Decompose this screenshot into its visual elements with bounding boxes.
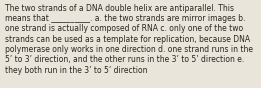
Text: strands can be used as a template for replication, because DNA: strands can be used as a template for re… [5,35,250,44]
Text: The two strands of a DNA double helix are antiparallel. This: The two strands of a DNA double helix ar… [5,4,234,12]
Text: one strand is actually composed of RNA c. only one of the two: one strand is actually composed of RNA c… [5,24,243,33]
Text: they both run in the 3’ to 5’ direction: they both run in the 3’ to 5’ direction [5,66,147,75]
Text: means that __________. a. the two strands are mirror images b.: means that __________. a. the two strand… [5,14,245,23]
Text: polymerase only works in one direction d. one strand runs in the: polymerase only works in one direction d… [5,45,253,54]
Text: 5’ to 3’ direction, and the other runs in the 3’ to 5’ direction e.: 5’ to 3’ direction, and the other runs i… [5,55,244,64]
